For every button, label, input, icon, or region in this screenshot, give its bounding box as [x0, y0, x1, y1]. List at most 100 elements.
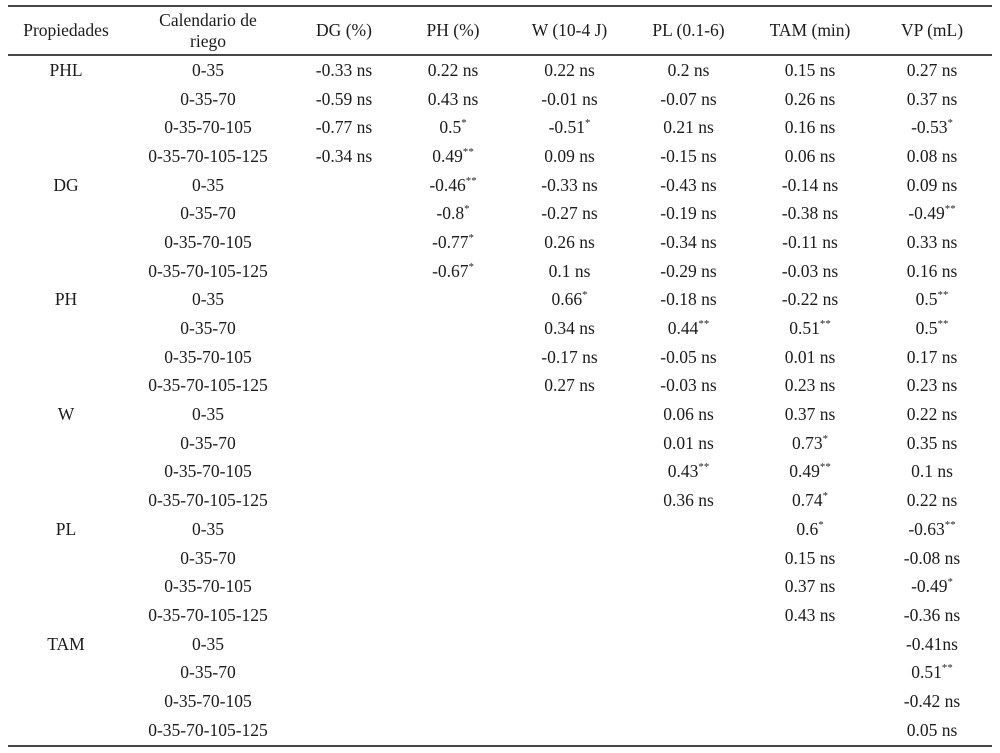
- value-cell: 0.5**: [915, 318, 949, 339]
- value-cell: -0.49*: [911, 576, 953, 597]
- value-cell: [396, 458, 510, 487]
- table-row: PHL 0-35 -0.33 ns 0.22 ns 0.22 ns 0.2 ns 0.15 …: [8, 55, 992, 85]
- value-cell: -0.14 ns: [781, 174, 839, 195]
- value-cell: [292, 486, 396, 515]
- property-cell: PHL: [49, 59, 83, 80]
- schedule-cell: 0-35: [191, 518, 225, 539]
- value-cell: [629, 630, 748, 659]
- value-cell: 0.08 ns: [906, 145, 958, 166]
- table-row: 0-35-70-105 0.37 ns -0.49*: [8, 572, 992, 601]
- value-cell: -0.36 ns: [903, 604, 961, 625]
- value-cell: 0.22 ns: [906, 490, 958, 511]
- value-cell: -0.03 ns: [781, 260, 839, 281]
- table-row: 0-35-70-105 -0.42 ns: [8, 687, 992, 716]
- schedule-cell: 0-35-70: [180, 547, 236, 568]
- value-cell: 0.43**: [667, 461, 710, 482]
- value-cell: [510, 687, 629, 716]
- value-cell: 0.16 ns: [784, 117, 836, 138]
- property-cell: [8, 429, 124, 458]
- significance-marker: *: [585, 117, 591, 130]
- significance-marker: *: [818, 519, 824, 532]
- schedule-cell: 0-35-70-105-125: [148, 719, 268, 740]
- value-cell: 0.49**: [789, 461, 831, 482]
- value-cell: [292, 343, 396, 372]
- property-cell: [8, 716, 124, 746]
- significance-marker: **: [944, 519, 956, 532]
- value-cell: 0.33 ns: [906, 231, 958, 252]
- value-cell: [292, 257, 396, 286]
- column-header: TAM (min): [748, 6, 872, 56]
- value-cell: 0.35 ns: [906, 432, 958, 453]
- value-cell: 0.22 ns: [427, 59, 479, 80]
- property-cell: [8, 343, 124, 372]
- value-cell: [396, 658, 510, 687]
- table-row: PL 0-35 0.6* -0.63**: [8, 515, 992, 544]
- value-cell: [748, 630, 872, 659]
- value-cell: -0.27 ns: [541, 203, 598, 224]
- significance-marker: **: [819, 318, 831, 331]
- value-cell: [292, 228, 396, 257]
- property-cell: [8, 601, 124, 630]
- table-row: 0-35-70 -0.8* -0.27 ns -0.19 ns -0.38 ns -0.4…: [8, 199, 992, 228]
- value-cell: 0.74*: [791, 490, 829, 511]
- table-row: 0-35-70-105-125 0.05 ns: [8, 716, 992, 746]
- significance-marker: **: [465, 174, 477, 187]
- property-cell: [8, 372, 124, 401]
- property-cell: [8, 658, 124, 687]
- value-cell: 0.01 ns: [784, 346, 836, 367]
- value-cell: 0.01 ns: [663, 432, 714, 453]
- value-cell: 0.43 ns: [784, 604, 836, 625]
- value-cell: 0.17 ns: [906, 346, 958, 367]
- value-cell: 0.26 ns: [784, 88, 836, 109]
- significance-marker: **: [698, 318, 710, 331]
- value-cell: [510, 458, 629, 487]
- significance-marker: **: [937, 318, 949, 331]
- value-cell: -0.34 ns: [660, 231, 717, 252]
- value-cell: -0.51*: [548, 117, 591, 138]
- property-cell: TAM: [47, 633, 85, 654]
- property-cell: [8, 687, 124, 716]
- value-cell: -0.8*: [436, 203, 470, 224]
- value-cell: [292, 372, 396, 401]
- significance-marker: **: [462, 146, 474, 159]
- value-cell: -0.18 ns: [660, 289, 717, 310]
- value-cell: -0.29 ns: [660, 260, 717, 281]
- value-cell: [396, 515, 510, 544]
- value-cell: [510, 572, 629, 601]
- schedule-cell: 0-35-70-105-125: [148, 260, 268, 281]
- value-cell: [748, 658, 872, 687]
- significance-marker: **: [698, 461, 710, 474]
- value-cell: 0.09 ns: [544, 145, 595, 166]
- value-cell: 0.43 ns: [427, 88, 479, 109]
- value-cell: [396, 400, 510, 429]
- value-cell: [292, 314, 396, 343]
- value-cell: [396, 429, 510, 458]
- significance-marker: *: [468, 232, 474, 245]
- value-cell: 0.26 ns: [544, 231, 595, 252]
- value-cell: -0.11 ns: [782, 231, 838, 252]
- property-cell: PH: [54, 289, 78, 310]
- value-cell: [396, 314, 510, 343]
- property-cell: [8, 314, 124, 343]
- property-cell: [8, 142, 124, 171]
- value-cell: [292, 458, 396, 487]
- value-cell: -0.17 ns: [541, 346, 598, 367]
- value-cell: [292, 630, 396, 659]
- table-row: 0-35-70-105-125 -0.67* 0.1 ns -0.29 ns -0.03…: [8, 257, 992, 286]
- value-cell: [629, 544, 748, 573]
- table-row: 0-35-70 0.34 ns 0.44** 0.51** 0.5**: [8, 314, 992, 343]
- value-cell: [396, 601, 510, 630]
- value-cell: -0.49**: [908, 203, 956, 224]
- value-cell: [396, 286, 510, 315]
- value-cell: 0.23 ns: [906, 375, 958, 396]
- schedule-cell: 0-35-70: [180, 662, 236, 683]
- table-row: 0-35-70 0.15 ns -0.08 ns: [8, 544, 992, 573]
- value-cell: 0.66*: [551, 289, 588, 310]
- table-row: 0-35-70 0.51**: [8, 658, 992, 687]
- value-cell: [510, 601, 629, 630]
- value-cell: -0.77 ns: [315, 117, 373, 138]
- significance-marker: *: [464, 203, 470, 216]
- value-cell: 0.73*: [791, 432, 829, 453]
- value-cell: 0.34 ns: [544, 318, 595, 339]
